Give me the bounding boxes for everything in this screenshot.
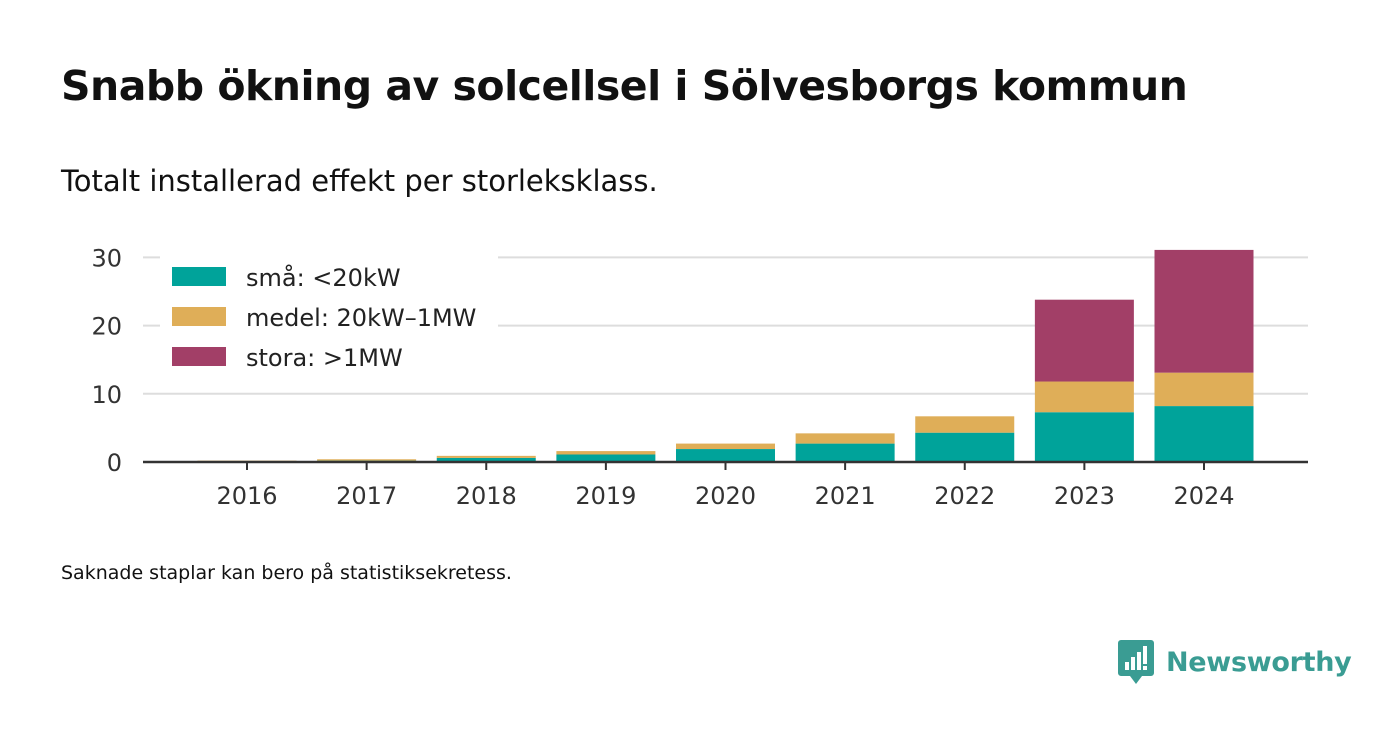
bar-segment (1034, 381, 1134, 413)
x-tick-label: 2022 (934, 482, 995, 510)
bar-segment (436, 455, 536, 458)
legend-swatch (172, 307, 226, 326)
x-tick-label: 2023 (1054, 482, 1115, 510)
chart-title: Snabb ökning av solcellsel i Sölvesborgs… (61, 62, 1188, 110)
y-tick-label: 30 (91, 244, 122, 272)
bars (197, 249, 1254, 462)
chart-subtitle: Totalt installerad effekt per storlekskl… (61, 164, 658, 198)
y-tick-label: 10 (91, 381, 122, 409)
x-tick-label: 2020 (695, 482, 756, 510)
bar-segment (1034, 299, 1134, 382)
bar-segment (1154, 249, 1254, 373)
brand-logo: Newsworthy (1118, 640, 1352, 684)
legend-swatch (172, 347, 226, 366)
y-tick-label: 0 (107, 449, 122, 477)
bar-segment (676, 443, 775, 450)
legend-swatch (172, 267, 226, 286)
bar-segment (317, 459, 417, 461)
bar-segment (915, 416, 1015, 433)
x-tick-label: 2024 (1173, 482, 1234, 510)
x-tick-label: 2017 (336, 482, 397, 510)
bar-segment (556, 454, 656, 462)
x-tick-label: 2019 (575, 482, 636, 510)
bar-segment (1154, 406, 1254, 462)
brand-name: Newsworthy (1166, 646, 1352, 678)
bar-segment (795, 433, 895, 444)
x-tick-label: 2021 (815, 482, 876, 510)
bar-segment (1034, 412, 1134, 462)
legend-label: små: <20kW (246, 263, 401, 292)
legend: små: <20kW medel: 20kW–1MW stora: >1MW (160, 256, 498, 380)
bar-segment (795, 443, 895, 462)
bar-chart-speech-bubble-icon (1118, 640, 1154, 684)
axes: 0 10 20 30 2016 2017 2018 2019 2020 2021 2022 2023 2… (91, 244, 1308, 510)
legend-label: medel: 20kW–1MW (246, 304, 476, 332)
bar-segment (436, 457, 536, 462)
x-tick-label: 2016 (216, 482, 277, 510)
bar-segment (676, 449, 775, 462)
x-tick-label: 2018 (456, 482, 517, 510)
bar-segment (1154, 372, 1254, 407)
y-tick-label: 20 (91, 313, 122, 341)
legend-label: stora: >1MW (246, 344, 403, 372)
bar-segment (556, 451, 656, 455)
stacked-bar-chart: 0 10 20 30 2016 2017 2018 2019 2020 2021 2022 2023 2… (91, 244, 1308, 510)
bar-segment (915, 432, 1015, 462)
footnote: Saknade staplar kan bero på statistiksek… (61, 562, 512, 584)
